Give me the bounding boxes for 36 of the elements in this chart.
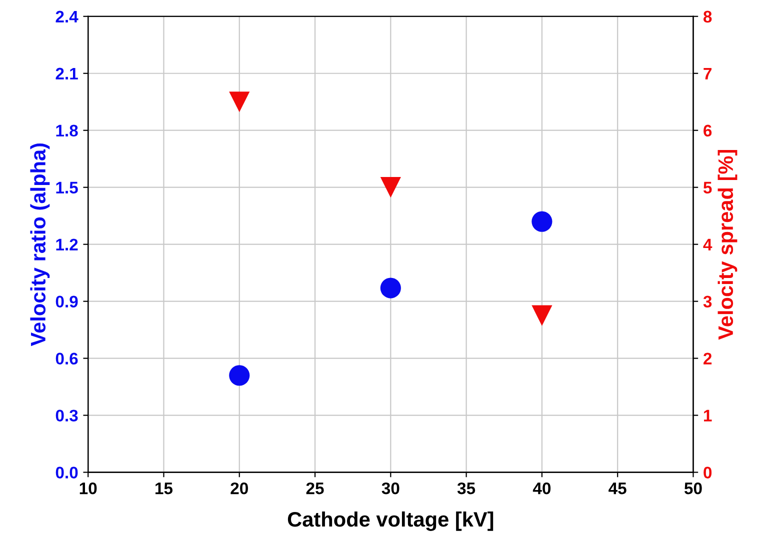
y2-tick-label: 3 — [703, 296, 712, 308]
y-tick-label: 2.4 — [56, 10, 78, 22]
point — [229, 365, 250, 386]
x-tick-label: 45 — [608, 482, 626, 494]
y2-tick-label: 2 — [704, 352, 712, 364]
y2-tick-label: 4 — [703, 238, 712, 250]
y-axis-title: Velocity ratio (alpha) — [30, 143, 50, 346]
y-tick-label: 0.3 — [56, 410, 78, 422]
y2-tick-label: 5 — [703, 182, 712, 194]
y2-tick-label: 6 — [704, 124, 712, 137]
y-tick-label: 0.6 — [56, 352, 78, 365]
point — [380, 278, 401, 298]
point — [532, 211, 552, 232]
x-tick-label: 40 — [532, 482, 551, 494]
y2-tick-label: 7 — [704, 68, 712, 80]
x-tick-label: 10 — [80, 482, 97, 494]
x-tick-label: 50 — [684, 482, 702, 494]
y2-axis-title: Velocity spread [%] — [718, 150, 738, 340]
x-tick-label: 20 — [230, 482, 248, 494]
y2-tick-label: 8 — [703, 10, 712, 23]
y2-tick-label: 1 — [704, 410, 712, 422]
point — [532, 305, 552, 326]
y-tick-label: 1.2 — [56, 238, 78, 250]
x-tick-label: 25 — [306, 482, 324, 494]
x-tick-label: 30 — [382, 482, 400, 494]
x-tick-label: 15 — [156, 482, 173, 494]
point — [380, 177, 401, 198]
y2-tick-label: 0 — [704, 466, 712, 478]
y-tick-label: 0.0 — [56, 466, 78, 478]
y-tick-label: 2.1 — [56, 68, 78, 80]
point — [229, 92, 250, 112]
x-tick-label: 35 — [457, 482, 476, 494]
y-tick-label: 0.9 — [56, 296, 78, 308]
y-tick-label: 1.5 — [56, 182, 78, 194]
y-tick-label: 1.8 — [56, 124, 78, 137]
x-axis-title: Cathode voltage [kV] — [288, 511, 494, 531]
